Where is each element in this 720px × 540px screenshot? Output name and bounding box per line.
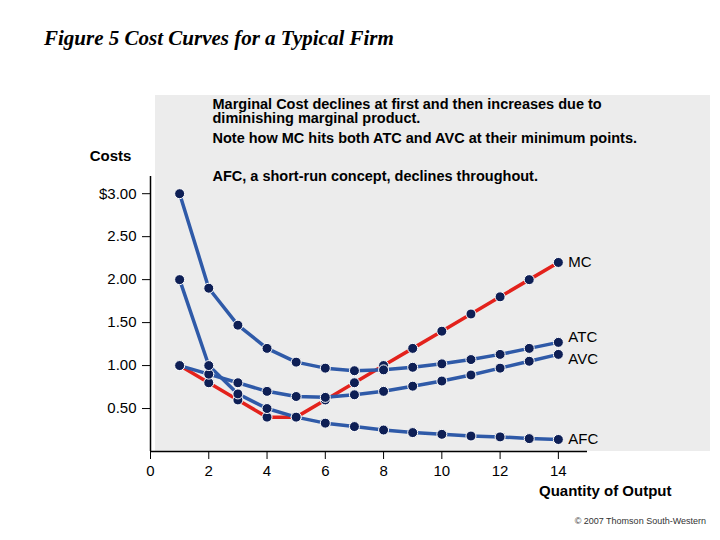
svg-text:ATC: ATC — [568, 328, 597, 345]
svg-text:AVC: AVC — [568, 350, 598, 367]
svg-text:8: 8 — [379, 462, 387, 479]
svg-text:MC: MC — [568, 253, 591, 270]
svg-text:Costs: Costs — [90, 147, 132, 164]
svg-text:2.50: 2.50 — [107, 227, 136, 244]
svg-text:6: 6 — [321, 462, 329, 479]
svg-text:AFC: AFC — [568, 430, 598, 447]
svg-text:Note how MC hits both ATC and: Note how MC hits both ATC and AVC at the… — [213, 130, 638, 146]
svg-text:2: 2 — [205, 462, 213, 479]
svg-text:14: 14 — [550, 462, 567, 479]
svg-text:1.50: 1.50 — [107, 313, 136, 330]
svg-text:Marginal Cost declines at firs: Marginal Cost declines at first and then… — [213, 96, 602, 127]
svg-text:0: 0 — [146, 462, 154, 479]
svg-text:$3.00: $3.00 — [99, 184, 137, 201]
svg-text:0.50: 0.50 — [107, 399, 136, 416]
svg-text:Quantity of Output: Quantity of Output — [539, 482, 671, 499]
svg-text:2.00: 2.00 — [107, 270, 136, 287]
svg-text:12: 12 — [492, 462, 509, 479]
html-text:© 2007 Thomson South-Western: © 2007 Thomson South-Western — [574, 516, 706, 526]
svg-text:AFC, a short-run concept, decl: AFC, a short-run concept, declines throu… — [213, 168, 538, 184]
html-text:Figure 5 Cost Curves for a Typ: Figure 5 Cost Curves for a Typical Firm — [44, 26, 394, 50]
svg-text:4: 4 — [263, 462, 271, 479]
svg-text:1.00: 1.00 — [107, 356, 136, 373]
svg-text:10: 10 — [433, 462, 450, 479]
